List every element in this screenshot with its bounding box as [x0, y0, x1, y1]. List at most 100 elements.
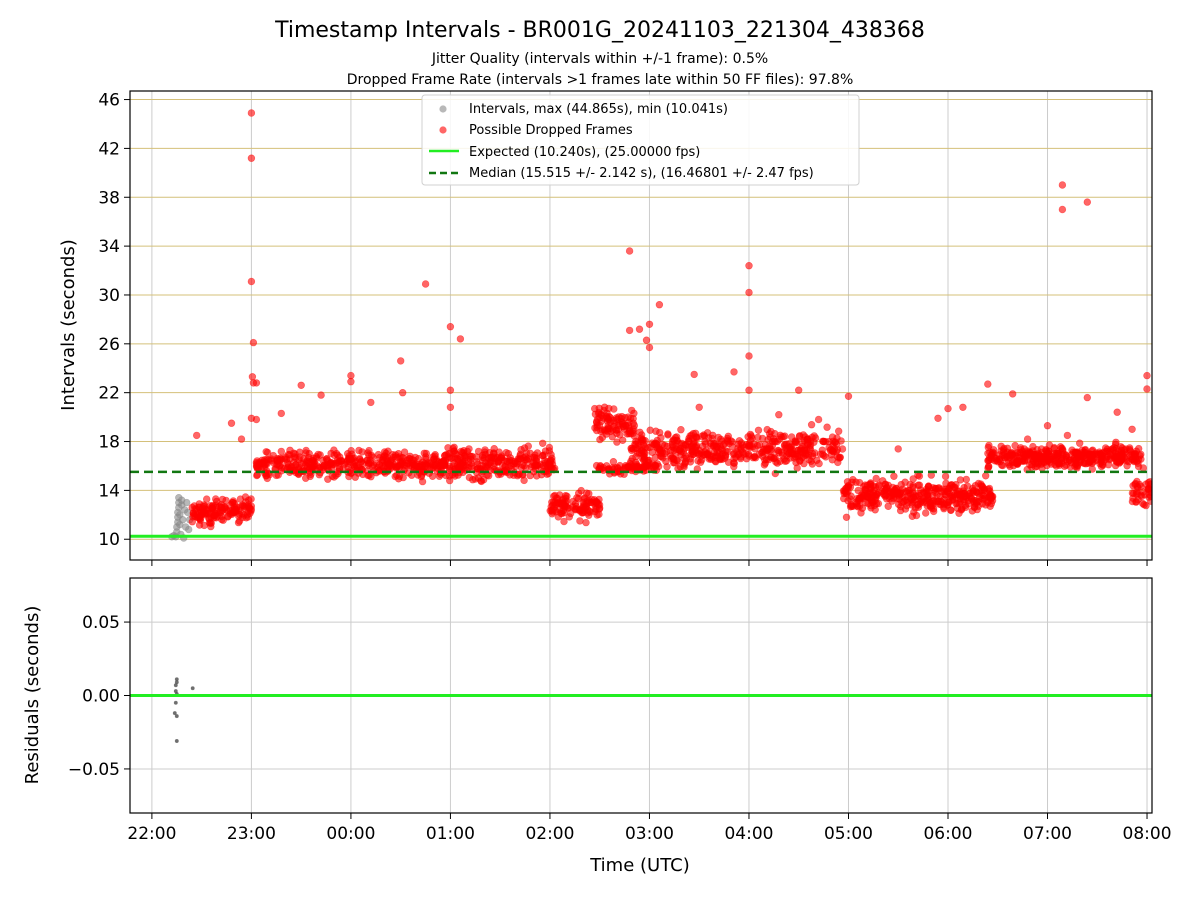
top-point	[417, 466, 425, 475]
top-point	[242, 498, 250, 506]
top-point	[1080, 459, 1089, 467]
top-point	[909, 488, 917, 496]
top-point	[745, 262, 753, 270]
top-point	[807, 421, 816, 429]
top-point	[986, 502, 994, 510]
top-point	[333, 456, 342, 464]
top-point	[642, 336, 651, 344]
top-point	[547, 450, 555, 459]
x-axis-label: Time (UTC)	[589, 855, 690, 876]
top-point	[1145, 493, 1152, 501]
top-point	[934, 484, 943, 493]
top-point	[224, 512, 232, 520]
top-point	[431, 452, 439, 460]
top-point	[526, 449, 534, 457]
top-point	[981, 472, 990, 480]
top-point	[730, 368, 738, 376]
top-point	[1008, 390, 1017, 398]
top-point	[794, 386, 803, 394]
top-point	[1005, 453, 1014, 462]
top-point	[411, 461, 420, 470]
top-point	[1072, 455, 1081, 463]
top-point	[908, 512, 916, 520]
top-point	[1134, 495, 1142, 504]
bottom-y-tick-label: −0.05	[68, 760, 120, 780]
top-point	[446, 476, 454, 485]
bottom-x-tick-label: 03:00	[625, 824, 674, 844]
bottom-point	[174, 714, 179, 719]
top-point	[599, 463, 607, 472]
top-point	[677, 426, 685, 434]
top-point	[345, 472, 353, 481]
top-point	[582, 518, 590, 527]
top-point	[948, 494, 956, 502]
top-point	[422, 461, 430, 469]
top-point	[745, 352, 753, 360]
top-point	[657, 449, 665, 458]
top-point	[814, 415, 823, 424]
top-point	[263, 448, 272, 457]
legend-label-expected: Expected (10.240s), (25.00000 fps)	[469, 145, 700, 160]
top-point	[599, 414, 608, 422]
top-point	[723, 448, 732, 456]
top-point	[520, 476, 528, 485]
top-point	[854, 503, 862, 511]
top-point	[560, 517, 568, 526]
top-point	[531, 461, 540, 469]
top-point	[487, 453, 495, 462]
bottom-data-area	[130, 677, 1152, 743]
top-point	[244, 507, 253, 515]
top-point	[830, 445, 839, 453]
top-point	[399, 389, 407, 397]
top-point	[538, 451, 547, 460]
top-point	[808, 433, 816, 442]
top-point	[792, 458, 800, 467]
top-point	[871, 496, 879, 505]
bottom-point	[173, 700, 178, 705]
top-point	[465, 473, 474, 482]
top-point	[421, 280, 430, 288]
bottom-y-tick-label: 0.00	[82, 687, 120, 707]
top-point	[764, 436, 772, 444]
top-point	[746, 430, 755, 439]
top-point	[663, 442, 671, 450]
legend-label-intervals: Intervals, max (44.865s), min (10.041s)	[469, 102, 728, 117]
top-point	[474, 474, 483, 482]
top-point	[842, 513, 851, 521]
top-point	[262, 472, 270, 480]
top-point	[347, 371, 355, 380]
top-point	[956, 476, 965, 484]
top-point	[915, 481, 924, 489]
top-point	[648, 439, 656, 447]
top-point	[800, 459, 808, 468]
top-point	[277, 447, 285, 456]
top-point	[516, 450, 525, 458]
top-point	[866, 489, 874, 497]
legend-label-dropped: Possible Dropped Frames	[469, 123, 633, 138]
top-y-axis-label: Intervals (seconds)	[58, 239, 79, 411]
top-point	[847, 501, 855, 509]
top-point	[179, 515, 187, 524]
top-point	[906, 494, 915, 503]
top-point	[590, 404, 599, 413]
top-point	[854, 486, 862, 495]
top-point	[843, 489, 851, 498]
top-point	[1143, 385, 1151, 393]
top-point	[758, 452, 767, 460]
bottom-x-tick-label: 07:00	[1023, 824, 1072, 844]
top-point	[959, 403, 967, 411]
top-point	[763, 425, 771, 434]
figure-subtitle-dropped: Dropped Frame Rate (intervals >1 frames …	[347, 72, 854, 88]
top-point	[247, 277, 256, 286]
top-point	[593, 421, 601, 429]
top-point	[523, 456, 531, 464]
top-point	[391, 472, 399, 481]
top-point	[664, 430, 672, 438]
top-axes-frame	[129, 90, 1153, 561]
top-y-tick-label: 18	[98, 433, 120, 453]
top-point	[724, 458, 733, 466]
top-point	[639, 456, 648, 464]
top-point	[1146, 478, 1152, 486]
top-point	[185, 525, 193, 534]
top-point	[369, 453, 377, 461]
